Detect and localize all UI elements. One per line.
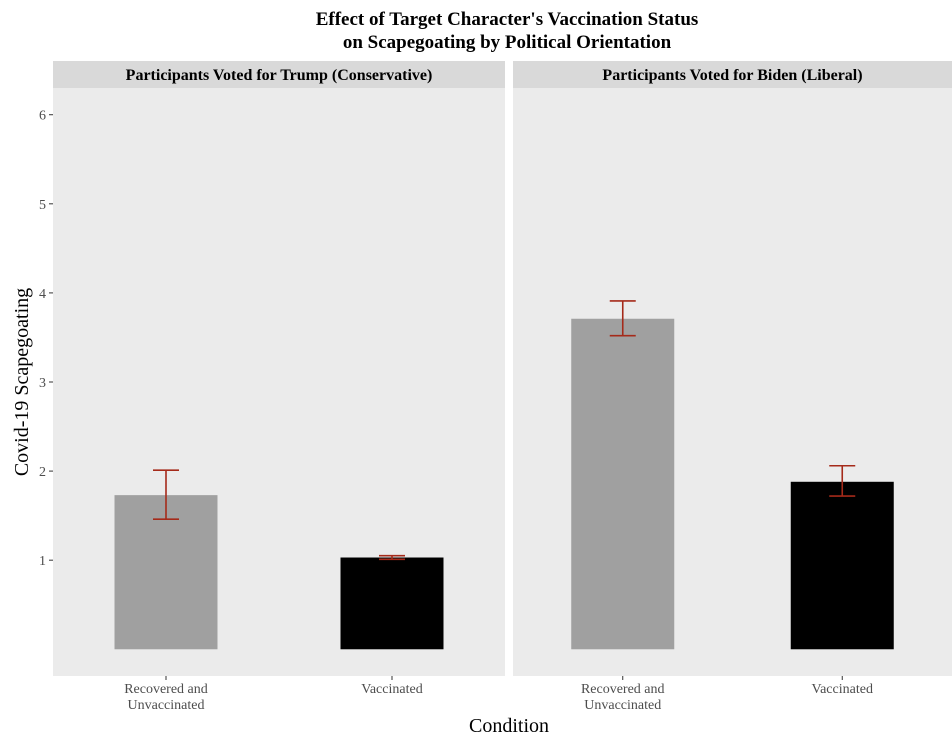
error-bar bbox=[153, 469, 179, 521]
y-axis: 1 2 3 4 5 6 bbox=[39, 109, 53, 569]
bar bbox=[571, 318, 675, 650]
x-tick-label: Unvaccinated bbox=[128, 698, 205, 713]
bar bbox=[790, 481, 894, 650]
strip-label: Participants Voted for Biden (Liberal) bbox=[602, 67, 862, 84]
x-tick-label: Vaccinated bbox=[361, 682, 422, 697]
panel-1: Participants Voted for Trump (Conservati… bbox=[53, 61, 505, 713]
bar bbox=[114, 495, 218, 650]
x-tick-label: Vaccinated bbox=[812, 682, 873, 697]
chart-title-line-2: on Scapegoating by Political Orientation bbox=[343, 32, 672, 53]
x-tick-label: Unvaccinated bbox=[584, 698, 661, 713]
panel-2: Participants Voted for Biden (Liberal) Re… bbox=[513, 61, 952, 713]
error-bar bbox=[609, 300, 636, 337]
x-tick-label: Recovered and bbox=[581, 682, 665, 697]
y-tick-label: 5 bbox=[39, 198, 46, 213]
y-tick-label: 1 bbox=[39, 554, 46, 569]
y-tick-label: 2 bbox=[39, 465, 46, 480]
strip-label: Participants Voted for Trump (Conservati… bbox=[126, 67, 433, 84]
error-bar bbox=[829, 464, 856, 497]
chart-title-line-1: Effect of Target Character's Vaccination… bbox=[316, 9, 699, 30]
error-bar bbox=[379, 554, 405, 561]
x-axis-title: Condition bbox=[469, 715, 549, 735]
bar bbox=[340, 557, 444, 650]
x-tick-label: Recovered and bbox=[124, 682, 208, 697]
strip-background bbox=[53, 61, 505, 88]
y-axis-title: Covid-19 Scapegoating bbox=[11, 288, 33, 476]
y-tick-label: 3 bbox=[39, 376, 46, 391]
strip-background bbox=[513, 61, 952, 88]
y-tick-label: 6 bbox=[39, 109, 46, 124]
facet-panels: Participants Voted for Trump (Conservati… bbox=[53, 61, 952, 713]
y-tick-label: 4 bbox=[39, 287, 46, 302]
